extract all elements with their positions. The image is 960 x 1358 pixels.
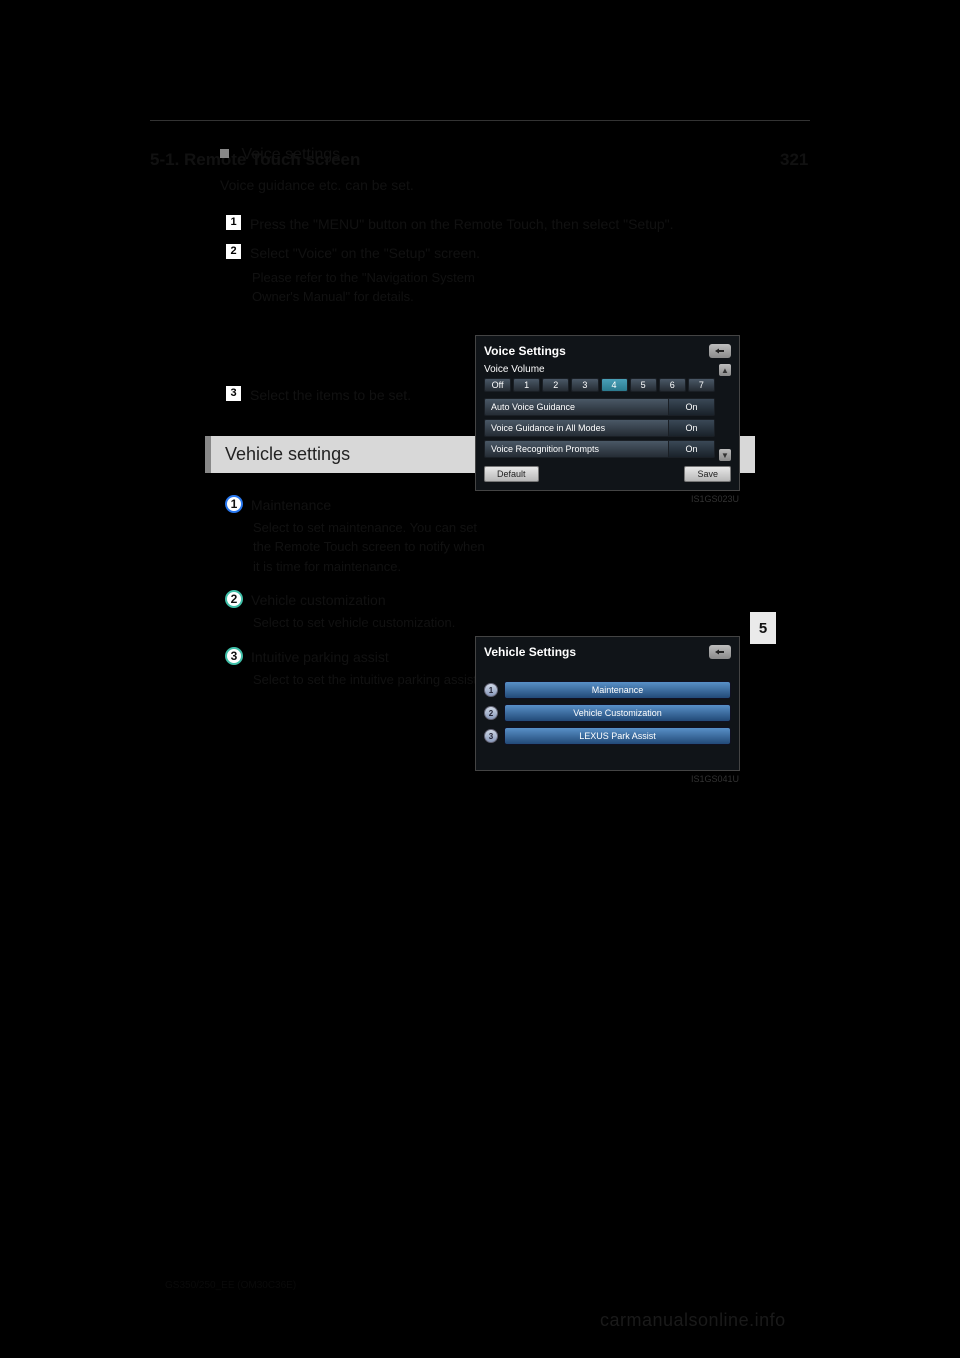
- step-2: 2 Select "Voice" on the "Setup" screen.: [225, 243, 525, 264]
- vehicle-row-customization: 2 Vehicle Customization: [484, 704, 731, 722]
- voice-section-desc: Voice guidance etc. can be set.: [220, 176, 795, 196]
- device-title-text: Voice Settings: [484, 344, 566, 358]
- scrollbar[interactable]: ▲ ▼: [719, 364, 731, 461]
- vehicle-settings-screenshot: Vehicle Settings 1 Maintenance 2 Vehicle…: [475, 636, 740, 771]
- vehicle-item-1-sub: Select to set maintenance. You can set t…: [253, 518, 493, 577]
- divider: [150, 120, 810, 121]
- device-footer: Default Save: [484, 466, 731, 482]
- chapter-tab: 5: [750, 612, 776, 644]
- toggle-all-modes[interactable]: Voice Guidance in All Modes On: [484, 419, 715, 437]
- list-title: Maintenance: [251, 495, 331, 516]
- step-number-icon: 2: [225, 243, 242, 260]
- volume-row: Off 1 2 3 4 5 6 7: [484, 378, 715, 392]
- volume-label: Voice Volume: [484, 364, 715, 375]
- vol-btn-6[interactable]: 6: [659, 378, 686, 392]
- back-button[interactable]: [709, 645, 731, 659]
- toggle-value: On: [668, 399, 714, 415]
- vol-btn-5[interactable]: 5: [630, 378, 657, 392]
- scroll-up-icon[interactable]: ▲: [719, 364, 731, 376]
- square-bullet-icon: [220, 149, 229, 158]
- step-text: Select the items to be set.: [250, 385, 411, 406]
- toggle-label: Voice Recognition Prompts: [485, 444, 668, 454]
- toggle-label: Voice Guidance in All Modes: [485, 423, 668, 433]
- toggle-recog-prompts[interactable]: Voice Recognition Prompts On: [484, 440, 715, 458]
- step-2-sub: Please refer to the "Navigation System O…: [252, 268, 512, 307]
- vehicle-item-2: 2 Vehicle customization: [225, 590, 795, 611]
- vehicle-item-3-sub: Select to set the intuitive parking assi…: [253, 670, 513, 690]
- toggle-auto-voice[interactable]: Auto Voice Guidance On: [484, 398, 715, 416]
- list-title: Intuitive parking assist: [251, 647, 389, 668]
- row-number-icon: 3: [484, 729, 498, 743]
- row-number-icon: 1: [484, 683, 498, 697]
- step-text: Select "Voice" on the "Setup" screen.: [250, 243, 480, 264]
- row-number-icon: 2: [484, 706, 498, 720]
- toggle-label: Auto Voice Guidance: [485, 402, 668, 412]
- default-button[interactable]: Default: [484, 466, 539, 482]
- footnote: GS350/250_EE (OM30C36E): [165, 1280, 296, 1291]
- vehicle-row-park-assist: 3 LEXUS Park Assist: [484, 727, 731, 745]
- step-text: Press the "MENU" button on the Remote To…: [250, 214, 674, 235]
- voice-settings-screenshot: Voice Settings Voice Volume Off 1 2 3 4 …: [475, 335, 740, 491]
- voice-section-title-text: Voice settings: [241, 146, 340, 163]
- toggle-value: On: [668, 441, 714, 457]
- vol-btn-3[interactable]: 3: [571, 378, 598, 392]
- vol-btn-7[interactable]: 7: [688, 378, 715, 392]
- step-number-icon: 3: [225, 385, 242, 402]
- customization-button[interactable]: Vehicle Customization: [504, 704, 731, 722]
- toggle-value: On: [668, 420, 714, 436]
- device-titlebar: Voice Settings: [484, 344, 731, 358]
- vol-btn-1[interactable]: 1: [513, 378, 540, 392]
- image-id: IS1GS041U: [691, 774, 739, 784]
- step-number-icon: 1: [225, 214, 242, 231]
- back-arrow-icon: [714, 347, 726, 355]
- vol-btn-2[interactable]: 2: [542, 378, 569, 392]
- maintenance-button[interactable]: Maintenance: [504, 681, 731, 699]
- step-1: 1 Press the "MENU" button on the Remote …: [225, 214, 795, 235]
- back-arrow-icon: [714, 648, 726, 656]
- vol-btn-4[interactable]: 4: [601, 378, 628, 392]
- vol-btn-off[interactable]: Off: [484, 378, 511, 392]
- list-title: Vehicle customization: [251, 590, 386, 611]
- back-button[interactable]: [709, 344, 731, 358]
- save-button[interactable]: Save: [684, 466, 731, 482]
- image-id: IS1GS023U: [691, 494, 739, 504]
- park-assist-button[interactable]: LEXUS Park Assist: [504, 727, 731, 745]
- voice-section-title: Voice settings: [220, 146, 795, 164]
- device-title-text: Vehicle Settings: [484, 645, 576, 659]
- vehicle-row-maintenance: 1 Maintenance: [484, 681, 731, 699]
- circle-number-icon: 3: [225, 647, 243, 665]
- watermark: carmanualsonline.info: [600, 1310, 786, 1331]
- scroll-down-icon[interactable]: ▼: [719, 449, 731, 461]
- circle-number-icon: 1: [225, 495, 243, 513]
- circle-number-icon: 2: [225, 590, 243, 608]
- device-titlebar: Vehicle Settings: [484, 645, 731, 659]
- vehicle-item-2-sub: Select to set vehicle customization.: [253, 613, 513, 633]
